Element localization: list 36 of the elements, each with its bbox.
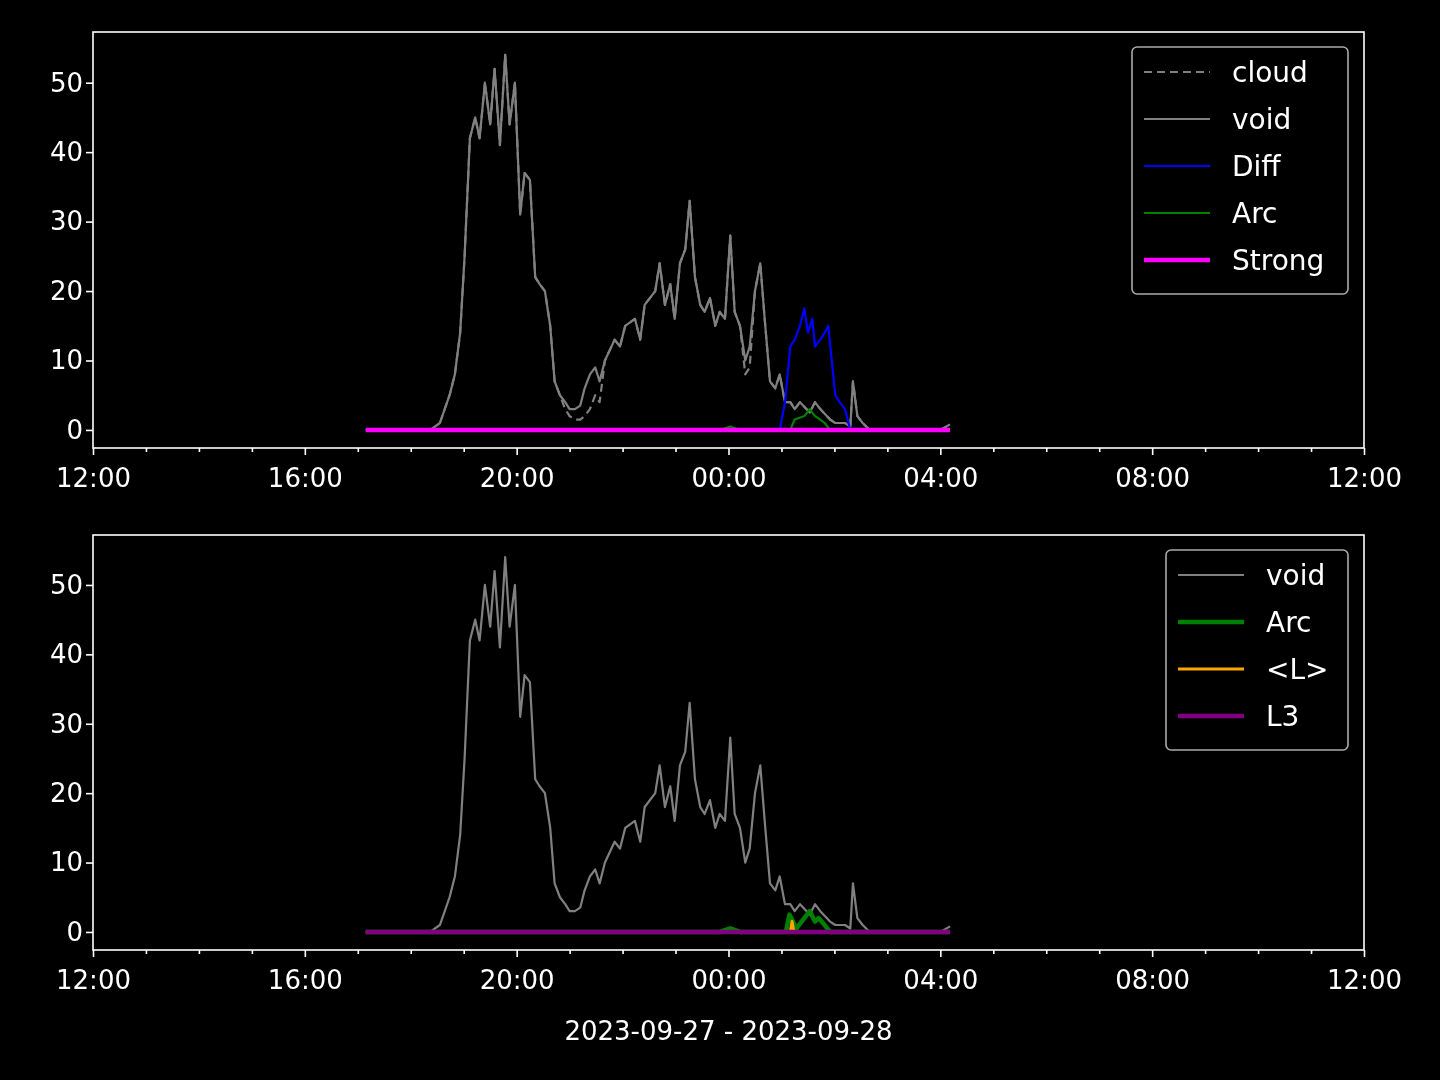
- x-tick-label: 16:00: [267, 964, 343, 995]
- legend-label: void: [1266, 559, 1326, 592]
- y-tick-label: 0: [66, 916, 83, 947]
- y-tick-label: 50: [49, 569, 83, 600]
- x-tick-label: 00:00: [691, 462, 767, 493]
- x-tick-label: 20:00: [479, 964, 555, 995]
- x-tick-label: 00:00: [691, 964, 767, 995]
- x-tick-label: 20:00: [479, 462, 555, 493]
- legend-label: Arc: [1266, 606, 1312, 639]
- y-tick-label: 20: [49, 777, 83, 808]
- legend-label: Strong: [1232, 244, 1325, 277]
- y-tick-label: 20: [49, 275, 83, 306]
- x-axis-title: 2023-09-27 - 2023-09-28: [564, 1016, 893, 1046]
- x-tick-label: 08:00: [1115, 964, 1191, 995]
- y-tick-label: 30: [49, 708, 83, 739]
- x-tick-label: 12:00: [1327, 964, 1402, 995]
- y-tick-label: 40: [49, 639, 83, 670]
- x-tick-label: 04:00: [903, 964, 979, 995]
- x-tick-label: 12:00: [56, 462, 131, 493]
- x-tick-label: 08:00: [1115, 462, 1191, 493]
- y-tick-label: 50: [49, 67, 83, 98]
- y-tick-label: 30: [49, 206, 83, 237]
- legend-label: <L>: [1266, 653, 1329, 686]
- x-tick-label: 12:00: [1327, 462, 1402, 493]
- y-tick-label: 40: [49, 136, 83, 167]
- legend-label: Diff: [1232, 150, 1282, 183]
- legend-label: void: [1232, 103, 1292, 136]
- y-tick-label: 10: [49, 847, 83, 878]
- y-tick-label: 10: [49, 345, 83, 376]
- legend-label: cloud: [1232, 56, 1308, 89]
- x-tick-label: 16:00: [267, 462, 343, 493]
- x-tick-label: 12:00: [56, 964, 131, 995]
- legend-label: L3: [1266, 700, 1300, 733]
- legend-label: Arc: [1232, 197, 1278, 230]
- x-tick-label: 04:00: [903, 462, 979, 493]
- y-tick-label: 0: [66, 414, 83, 445]
